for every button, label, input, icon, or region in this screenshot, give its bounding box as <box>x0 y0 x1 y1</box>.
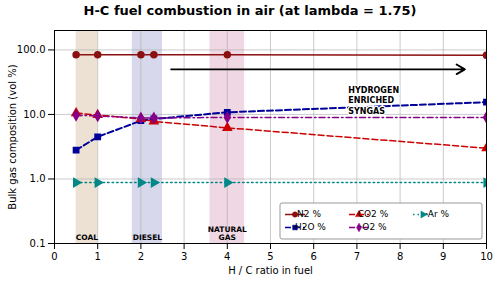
svg-text:0: 0 <box>51 251 57 262</box>
svg-text:4: 4 <box>224 251 230 262</box>
svg-text:HYDROGENENRICHEDSYNGAS: HYDROGENENRICHEDSYNGAS <box>348 86 399 116</box>
svg-text:CO2 %: CO2 % <box>358 209 389 219</box>
svg-text:1: 1 <box>95 251 101 262</box>
svg-text:Bulk gas composition (vol %): Bulk gas composition (vol %) <box>7 64 18 209</box>
svg-text:5: 5 <box>267 251 273 262</box>
svg-text:6: 6 <box>311 251 317 262</box>
svg-text:DIESEL: DIESEL <box>133 233 163 242</box>
svg-text:0.1: 0.1 <box>30 238 46 249</box>
svg-text:100.0: 100.0 <box>17 44 46 55</box>
svg-text:9: 9 <box>440 251 446 262</box>
svg-text:·H2O %: ·H2O % <box>292 222 326 232</box>
svg-text:·O2 %: ·O2 % <box>359 222 387 232</box>
svg-text:10.0: 10.0 <box>23 109 45 120</box>
svg-text:NATURALGAS: NATURALGAS <box>208 225 247 242</box>
svg-text:COAL: COAL <box>76 233 98 242</box>
svg-text:H / C ratio in fuel: H / C ratio in fuel <box>228 265 313 276</box>
html-text:H-C fuel combustion in air (at: H-C fuel combustion in air (at lambda = … <box>83 3 417 18</box>
svg-text:1.0: 1.0 <box>30 173 46 184</box>
svg-text:2: 2 <box>138 251 144 262</box>
svg-text:10: 10 <box>480 251 493 262</box>
svg-text:8: 8 <box>397 251 403 262</box>
svg-text:·Ar %: ·Ar % <box>425 209 450 219</box>
svg-text:N2 %: N2 % <box>297 209 321 219</box>
svg-text:7: 7 <box>354 251 360 262</box>
svg-text:3: 3 <box>181 251 187 262</box>
